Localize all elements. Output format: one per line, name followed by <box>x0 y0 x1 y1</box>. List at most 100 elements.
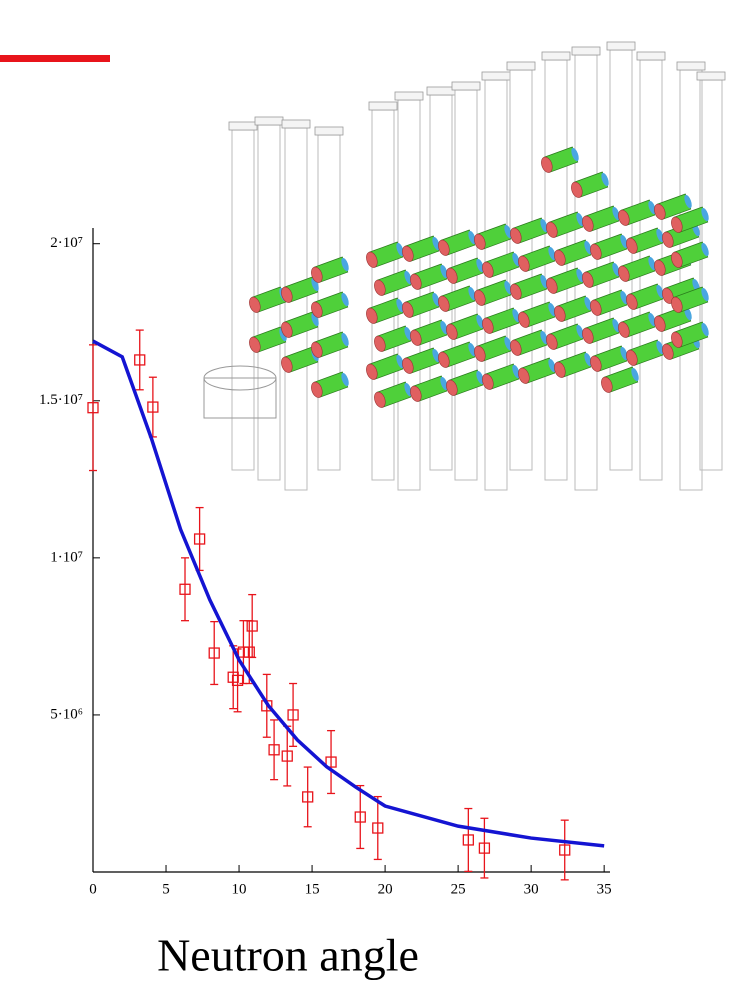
tube <box>366 353 404 380</box>
tube-end <box>366 307 378 324</box>
tube-cap <box>656 284 664 299</box>
data-point <box>462 834 474 846</box>
tube <box>554 295 592 322</box>
tube-end <box>482 317 494 334</box>
tube-end <box>446 323 458 340</box>
tube-end <box>654 203 666 220</box>
data-point <box>372 822 384 834</box>
tube-end <box>249 296 261 313</box>
x-axis-label: Neutron angle <box>157 930 419 981</box>
tube <box>518 301 556 328</box>
tube-end <box>671 296 683 313</box>
x-tick-label: 20 <box>378 881 393 897</box>
data-point <box>208 647 220 659</box>
y-tick-label: 2·10⁷ <box>50 235 83 251</box>
data-point <box>246 620 258 632</box>
tube <box>671 241 709 268</box>
tube-cap <box>440 376 448 391</box>
tube <box>311 256 349 283</box>
x-tick-label: 0 <box>89 881 97 897</box>
tube-cap <box>701 287 709 302</box>
frame-cap <box>696 71 726 81</box>
tube-end <box>590 355 602 372</box>
tube-end <box>546 333 558 350</box>
x-tick-label: 10 <box>232 881 247 897</box>
tube-cap <box>504 224 512 239</box>
tube <box>311 331 349 358</box>
tube-end <box>518 255 530 272</box>
frame-cap <box>451 81 481 91</box>
tube <box>601 366 639 393</box>
tube <box>662 277 700 304</box>
tube-end <box>618 321 630 338</box>
tube-cap <box>648 200 656 215</box>
tube-cap <box>468 230 476 245</box>
tube-end <box>554 249 566 266</box>
tube-cap <box>576 212 584 227</box>
tube-end <box>654 315 666 332</box>
data-point <box>147 401 159 413</box>
tube-cap <box>648 312 656 327</box>
tube <box>402 291 440 318</box>
tube-end <box>281 286 293 303</box>
tube-end <box>482 373 494 390</box>
data-point <box>134 354 146 366</box>
tube-cap <box>540 330 548 345</box>
tube-cap <box>701 322 709 337</box>
tube <box>446 369 484 396</box>
tube-cap <box>341 372 349 387</box>
tube-cap <box>571 147 579 162</box>
tube-end <box>281 356 293 373</box>
frame-cap <box>636 51 666 61</box>
tube-end <box>571 181 583 198</box>
tube-cap <box>548 358 556 373</box>
data-point <box>237 646 250 658</box>
tube-end <box>410 329 422 346</box>
tube-end <box>311 381 323 398</box>
tube-end <box>518 367 530 384</box>
tube-cap <box>584 240 592 255</box>
tube-cap <box>341 257 349 272</box>
tube-cap <box>476 370 484 385</box>
tube-end <box>662 287 674 304</box>
tube-end <box>482 261 494 278</box>
tube <box>410 375 448 402</box>
tube <box>654 193 692 220</box>
tube-cap <box>432 236 440 251</box>
frame-cap <box>541 51 571 61</box>
tube <box>626 339 664 366</box>
tube <box>618 199 656 226</box>
tube-cap <box>620 346 628 361</box>
tube-cap <box>620 234 628 249</box>
tube-end <box>402 245 414 262</box>
data-point <box>281 750 293 762</box>
tube <box>311 291 349 318</box>
tube <box>474 223 512 250</box>
tube-end <box>618 209 630 226</box>
frame-cap <box>228 121 258 131</box>
tube-end <box>518 311 530 328</box>
tube-cap <box>512 364 520 379</box>
tube-end <box>662 231 674 248</box>
tube <box>510 217 548 244</box>
tube-end <box>474 345 486 362</box>
tube <box>438 341 476 368</box>
tube-end <box>662 343 674 360</box>
frame-cap <box>606 41 636 51</box>
tube-end <box>366 363 378 380</box>
tube-cap <box>311 277 319 292</box>
tube-cap <box>540 218 548 233</box>
frame <box>397 99 421 491</box>
tube-cap <box>279 327 287 342</box>
data-point <box>559 844 571 856</box>
tube <box>446 257 484 284</box>
tube-end <box>474 289 486 306</box>
tube-cap <box>404 382 412 397</box>
frame <box>609 49 633 471</box>
tube-cap <box>396 354 404 369</box>
tube <box>446 313 484 340</box>
tube-cap <box>584 296 592 311</box>
tube-end <box>601 376 613 393</box>
tube-end <box>582 271 594 288</box>
